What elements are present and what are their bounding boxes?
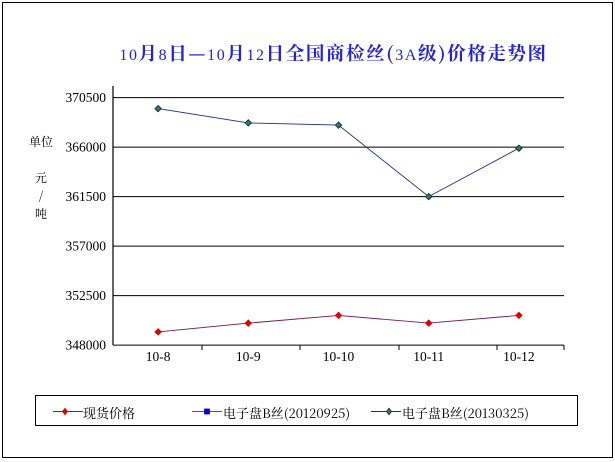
svg-text:352500: 352500 <box>66 288 107 303</box>
svg-text:10-10: 10-10 <box>323 349 355 364</box>
svg-text:10-12: 10-12 <box>503 349 535 364</box>
svg-text:370500: 370500 <box>66 90 107 105</box>
svg-text:348000: 348000 <box>66 338 107 353</box>
svg-text:361500: 361500 <box>66 189 107 204</box>
svg-text:366000: 366000 <box>66 140 107 155</box>
svg-text:10-11: 10-11 <box>413 349 444 364</box>
svg-text:10-8: 10-8 <box>146 349 171 364</box>
svg-text:10-9: 10-9 <box>236 349 261 364</box>
svg-text:357000: 357000 <box>66 239 107 254</box>
